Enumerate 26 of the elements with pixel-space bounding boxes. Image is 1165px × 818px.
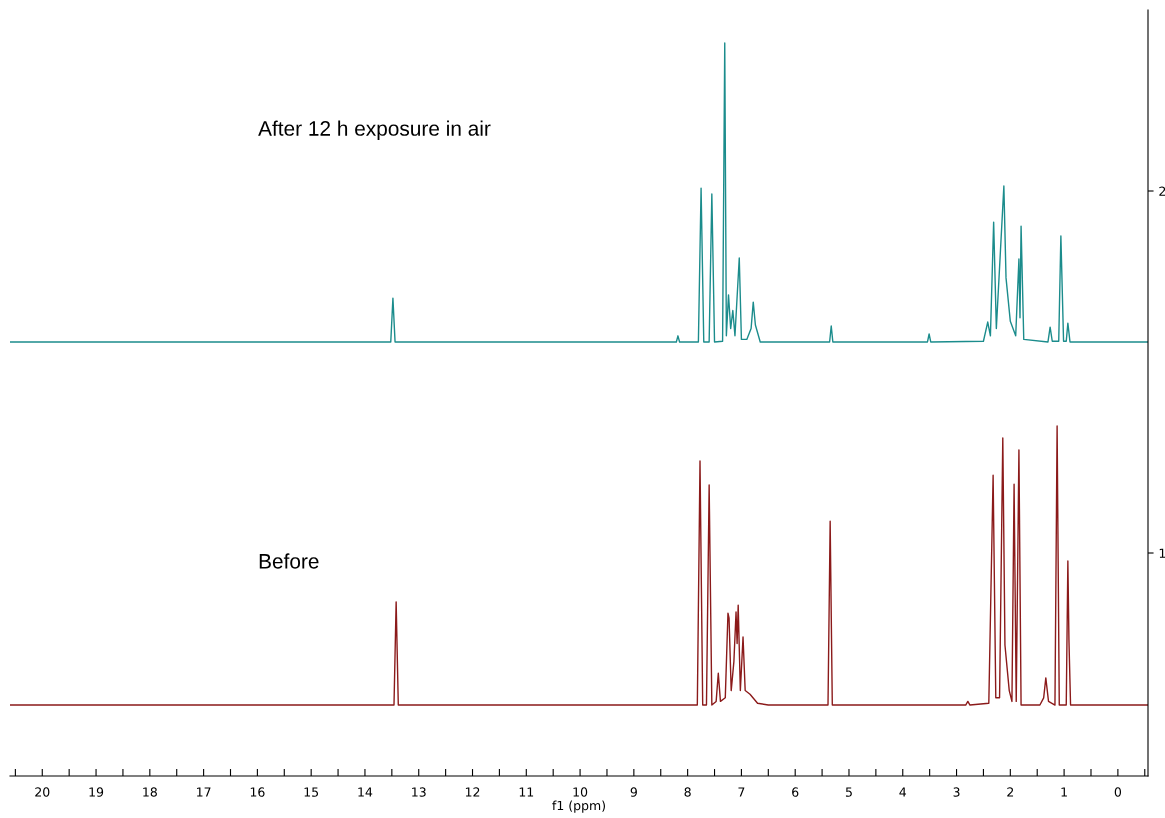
x-tick-label: 14: [358, 787, 373, 797]
x-tick-label: 0: [1114, 787, 1122, 797]
annotation: Before: [259, 553, 319, 569]
x-tick-label: 5: [845, 787, 852, 797]
x-tick-label: 6: [792, 787, 799, 797]
x-tick-label: 12: [465, 787, 480, 797]
x-tick-label: 1: [1061, 787, 1067, 797]
x-tick-label: 9: [630, 787, 637, 797]
x-tick-label: 3: [953, 787, 960, 797]
x-tick-label: 4: [899, 787, 907, 797]
x-tick-label: 15: [304, 787, 319, 797]
x-tick-label: 13: [412, 787, 426, 797]
x-axis-title: f1 (ppm): [552, 800, 605, 813]
x-tick-label: 18: [143, 787, 157, 797]
x-tick-label: 8: [684, 787, 691, 797]
annotation: After 12 h exposure in air: [258, 120, 491, 140]
line-series: [10, 425, 1148, 706]
x-tick-label: 17: [197, 787, 211, 797]
x-tick-label: 2: [1007, 787, 1014, 797]
x-tick-label: 16: [250, 787, 265, 797]
line-series: [10, 42, 1148, 343]
x-tick-label: 11: [519, 787, 534, 797]
x-tick-label: 7: [738, 787, 745, 797]
x-tick-label: 19: [89, 787, 104, 797]
x-tick-label: 10: [573, 787, 588, 797]
x-tick-label: 20: [35, 787, 50, 797]
